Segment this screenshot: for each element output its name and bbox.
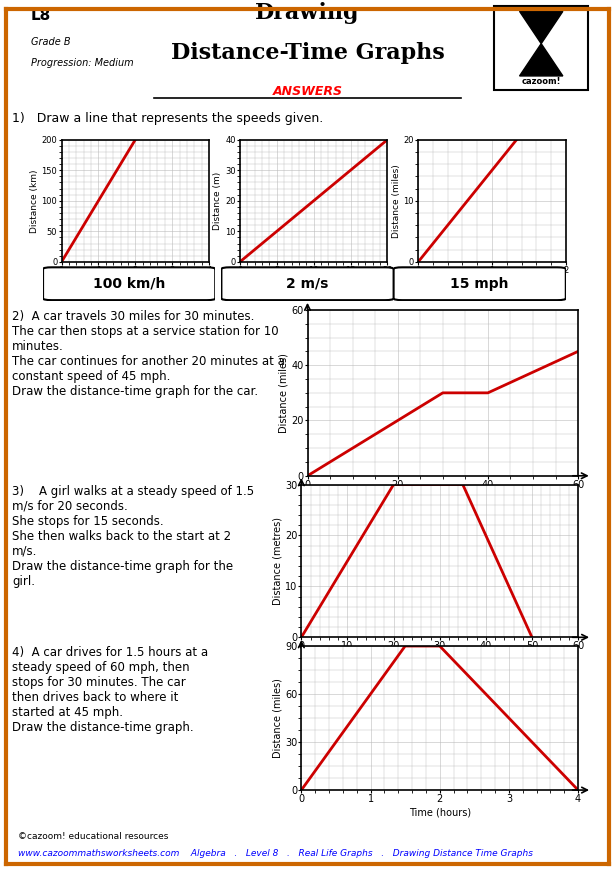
Y-axis label: Distance (miles): Distance (miles) [392,164,401,237]
Text: 3)    A girl walks at a steady speed of 1.5
m/s for 20 seconds.
She stops for 15: 3) A girl walks at a steady speed of 1.5… [12,485,255,588]
Text: 2 m/s: 2 m/s [287,277,328,291]
FancyBboxPatch shape [221,267,394,300]
X-axis label: Time (seconds): Time (seconds) [279,278,348,287]
Polygon shape [520,44,563,76]
Text: www.cazoommathsworksheets.com    Algebra   .   Level 8   .   Real Life Graphs   : www.cazoommathsworksheets.com Algebra . … [18,849,533,858]
Text: 2)  A car travels 30 miles for 30 minutes.
The car then stops at a service stati: 2) A car travels 30 miles for 30 minutes… [12,310,285,398]
FancyBboxPatch shape [494,6,589,90]
X-axis label: Time (hours): Time (hours) [106,278,164,287]
Text: 15 mph: 15 mph [450,277,509,291]
Text: Drawing: Drawing [255,2,360,24]
Text: ©cazoom! educational resources: ©cazoom! educational resources [18,832,169,841]
X-axis label: Time (hours): Time (hours) [463,278,521,287]
FancyBboxPatch shape [394,267,566,300]
X-axis label: Time (minutes): Time (minutes) [406,492,480,503]
Text: 1)   Draw a line that represents the speeds given.: 1) Draw a line that represents the speed… [12,113,323,125]
Text: L8: L8 [31,9,51,24]
X-axis label: Time (hours): Time (hours) [408,807,471,817]
Text: ANSWERS: ANSWERS [272,86,343,99]
Polygon shape [520,11,563,44]
Y-axis label: Distance (miles): Distance (miles) [278,353,288,433]
Text: Distance-Time Graphs: Distance-Time Graphs [170,42,445,64]
X-axis label: Time (seconds): Time (seconds) [402,654,477,664]
Text: Progression: Medium: Progression: Medium [31,58,133,67]
Y-axis label: Distance (m): Distance (m) [213,172,222,230]
Y-axis label: Distance (metres): Distance (metres) [272,517,282,605]
Text: cazoom!: cazoom! [522,78,561,86]
FancyBboxPatch shape [43,267,215,300]
Text: Grade B: Grade B [31,37,70,46]
Text: 100 km/h: 100 km/h [93,277,165,291]
Y-axis label: Distance (miles): Distance (miles) [272,678,282,758]
Y-axis label: Distance (km): Distance (km) [30,169,39,232]
Text: 4)  A car drives for 1.5 hours at a
steady speed of 60 mph, then
stops for 30 mi: 4) A car drives for 1.5 hours at a stead… [12,646,208,734]
